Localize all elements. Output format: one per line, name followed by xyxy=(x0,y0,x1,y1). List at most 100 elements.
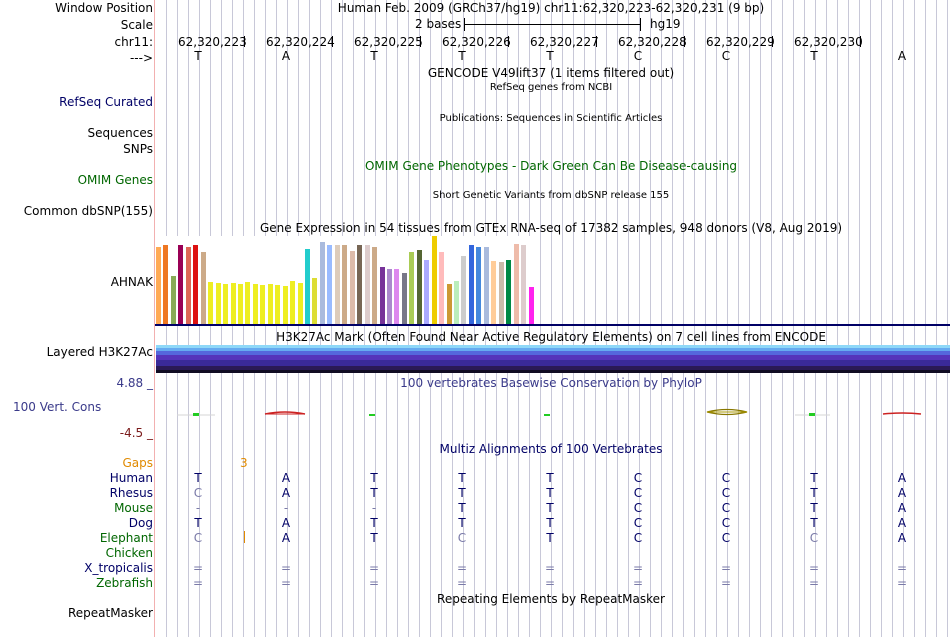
gtex-tissue-bar[interactable] xyxy=(342,245,348,324)
gtex-tissue-bar[interactable] xyxy=(364,245,370,324)
species-label-dog[interactable]: Dog xyxy=(128,516,153,530)
gtex-tissue-bar[interactable] xyxy=(416,250,422,324)
gtex-tissue-bar[interactable] xyxy=(163,245,169,324)
alignment-base: = xyxy=(808,576,820,590)
gtex-tissue-bar[interactable] xyxy=(424,260,430,324)
species-label-mouse[interactable]: Mouse xyxy=(114,501,153,515)
omim-track-title[interactable]: OMIM Gene Phenotypes - Dark Green Can Be… xyxy=(364,159,738,173)
gtex-tissue-bar[interactable] xyxy=(446,284,452,324)
alignment-base: C xyxy=(721,531,731,545)
gtex-tissue-bar[interactable] xyxy=(200,252,206,324)
reference-base: T xyxy=(458,49,466,63)
omim-label[interactable]: OMIM Genes xyxy=(77,173,153,187)
refseq-label[interactable]: RefSeq Curated xyxy=(59,95,153,109)
gtex-tissue-bar[interactable] xyxy=(372,247,378,324)
gtex-baseline xyxy=(155,324,950,326)
gtex-tissue-bar[interactable] xyxy=(379,267,385,324)
gtex-tissue-bar[interactable] xyxy=(282,286,288,324)
gtex-expression-chart[interactable] xyxy=(155,236,535,324)
repeatmasker-label[interactable]: RepeatMasker xyxy=(67,606,153,620)
gtex-tissue-bar[interactable] xyxy=(461,256,467,324)
gtex-tissue-bar[interactable] xyxy=(245,282,251,324)
ruler-tick xyxy=(244,36,245,47)
species-label-human[interactable]: Human xyxy=(109,471,153,485)
grid-line xyxy=(782,0,783,637)
gtex-tissue-bar[interactable] xyxy=(223,284,229,324)
grid-line xyxy=(628,0,629,637)
publications-track-title[interactable]: Publications: Sequences in Scientific Ar… xyxy=(439,113,663,124)
alignment-base: T xyxy=(810,516,818,530)
gtex-tissue-bar[interactable] xyxy=(237,284,243,324)
alignment-base: T xyxy=(370,486,378,500)
ruler-position-label: 62,320,227 xyxy=(530,35,599,49)
gtex-tissue-bar[interactable] xyxy=(386,269,392,324)
gtex-gene-label[interactable]: AHNAK xyxy=(110,275,153,289)
gtex-tissue-bar[interactable] xyxy=(439,252,445,324)
alignment-base: C xyxy=(721,501,731,515)
h3k27ac-signal[interactable] xyxy=(156,345,950,373)
gtex-tissue-bar[interactable] xyxy=(215,283,221,324)
species-label-elephant[interactable]: Elephant xyxy=(99,531,153,545)
cons-track-title[interactable]: 100 vertebrates Basewise Conservation by… xyxy=(400,376,702,390)
multiz-track-title[interactable]: Multiz Alignments of 100 Vertebrates xyxy=(439,442,663,456)
alignment-base: A xyxy=(897,471,907,485)
species-label-x_tropicalis[interactable]: X_tropicalis xyxy=(84,561,153,575)
gtex-tissue-bar[interactable] xyxy=(252,284,258,324)
gtex-tissue-bar[interactable] xyxy=(476,247,482,324)
gtex-tissue-bar[interactable] xyxy=(275,285,281,324)
gtex-tissue-bar[interactable] xyxy=(260,285,266,324)
gtex-tissue-bar[interactable] xyxy=(208,282,214,324)
alignment-base: T xyxy=(370,531,378,545)
gtex-tissue-bar[interactable] xyxy=(357,245,363,324)
gtex-tissue-bar[interactable] xyxy=(506,260,512,324)
gencode-track-title[interactable]: GENCODE V49lift37 (1 items filtered out) xyxy=(427,66,675,80)
alignment-base: = xyxy=(368,576,380,590)
gtex-tissue-bar[interactable] xyxy=(319,242,325,324)
species-label-rhesus[interactable]: Rhesus xyxy=(109,486,153,500)
gtex-tissue-bar[interactable] xyxy=(431,236,437,324)
gtex-tissue-bar[interactable] xyxy=(498,262,504,324)
gtex-tissue-bar[interactable] xyxy=(312,278,318,324)
gtex-tissue-bar[interactable] xyxy=(297,283,303,324)
species-label-chicken[interactable]: Chicken xyxy=(105,546,153,560)
gtex-tissue-bar[interactable] xyxy=(483,247,489,324)
gtex-tissue-bar[interactable] xyxy=(454,281,459,324)
species-label-zebrafish[interactable]: Zebrafish xyxy=(96,576,153,590)
gtex-tissue-bar[interactable] xyxy=(305,249,310,324)
refseq-track-title[interactable]: RefSeq genes from NCBI xyxy=(489,82,613,93)
gtex-tissue-bar[interactable] xyxy=(230,283,236,324)
gtex-tissue-bar[interactable] xyxy=(349,251,355,324)
gtex-track-title[interactable]: Gene Expression in 54 tissues from GTEx … xyxy=(259,221,843,235)
sequences-label[interactable]: Sequences xyxy=(87,126,153,140)
cons-label[interactable]: 100 Vert. Cons xyxy=(13,400,102,414)
repeatmasker-track-title[interactable]: Repeating Elements by RepeatMasker xyxy=(437,592,665,606)
alignment-base: T xyxy=(546,486,554,500)
gtex-tissue-bar[interactable] xyxy=(170,276,176,324)
gtex-tissue-bar[interactable] xyxy=(267,284,273,324)
dbsnp-track-title[interactable]: Short Genetic Variants from dbSNP releas… xyxy=(432,190,670,201)
gtex-tissue-bar[interactable] xyxy=(521,245,527,324)
gtex-tissue-bar[interactable] xyxy=(409,252,415,324)
window-position-value: Human Feb. 2009 (GRCh37/hg19) chr11:62,3… xyxy=(337,1,765,15)
h3k27ac-track-title[interactable]: H3K27Ac Mark (Often Found Near Active Re… xyxy=(276,330,826,344)
alignment-base: A xyxy=(281,486,291,500)
gtex-tissue-bar[interactable] xyxy=(178,245,184,324)
gtex-tissue-bar[interactable] xyxy=(193,245,199,324)
snps-label[interactable]: SNPs xyxy=(123,142,153,156)
ruler-tick xyxy=(772,36,773,47)
gtex-tissue-bar[interactable] xyxy=(513,244,519,324)
gtex-tissue-bar[interactable] xyxy=(327,245,333,324)
alignment-base: A xyxy=(281,531,291,545)
alignment-base: A xyxy=(897,501,907,515)
gtex-tissue-bar[interactable] xyxy=(401,273,407,324)
h3k27ac-label[interactable]: Layered H3K27Ac xyxy=(46,345,153,359)
dbsnp-label[interactable]: Common dbSNP(155) xyxy=(23,204,153,218)
gtex-tissue-bar[interactable] xyxy=(290,281,296,324)
gtex-tissue-bar[interactable] xyxy=(394,269,400,324)
gtex-tissue-bar[interactable] xyxy=(468,245,474,324)
gtex-tissue-bar[interactable] xyxy=(491,261,497,324)
gtex-tissue-bar[interactable] xyxy=(156,247,161,324)
gtex-tissue-bar[interactable] xyxy=(528,287,534,324)
gtex-tissue-bar[interactable] xyxy=(334,245,340,324)
gtex-tissue-bar[interactable] xyxy=(185,247,191,324)
